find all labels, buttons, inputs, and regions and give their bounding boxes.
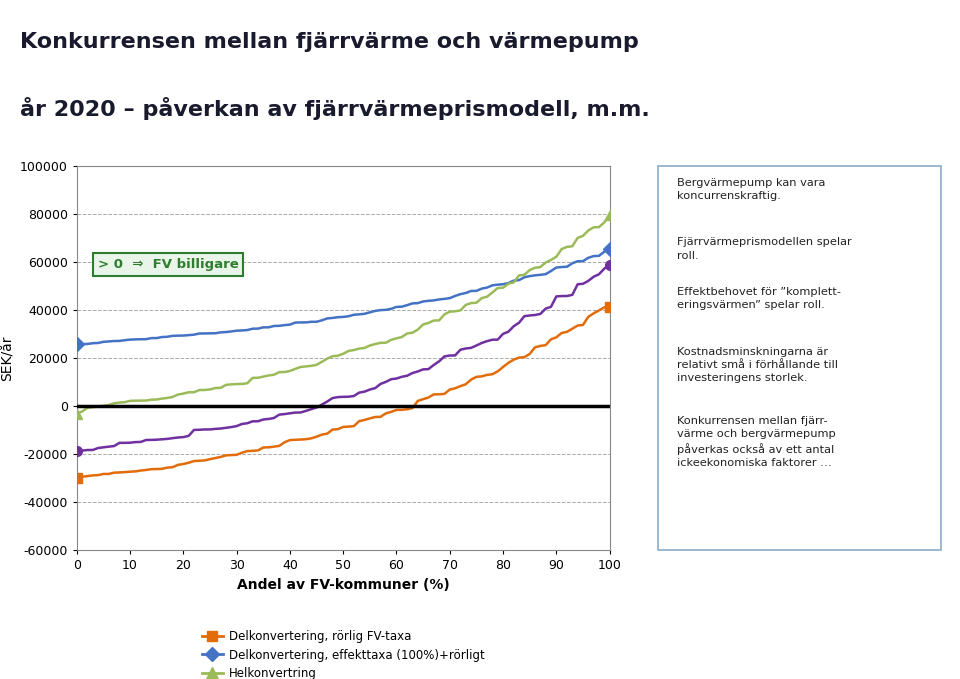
Text: Effektbehovet för ”komplett-
eringsvärmen” spelar roll.: Effektbehovet för ”komplett- eringsvärme…: [678, 287, 841, 310]
Text: Bergvärmepump kan vara
koncurrenskraftig.: Bergvärmepump kan vara koncurrenskraftig…: [678, 178, 826, 201]
X-axis label: Andel av FV-kommuner (%): Andel av FV-kommuner (%): [237, 578, 449, 591]
Y-axis label: SEK/år: SEK/år: [0, 335, 14, 381]
Text: > 0  ⇒  FV billigare: > 0 ⇒ FV billigare: [98, 258, 239, 271]
Text: år 2020 – påverkan av fjärrvärmeprismodell, m.m.: år 2020 – påverkan av fjärrvärmeprismode…: [19, 97, 649, 120]
Text: Konkurrensen mellan fjärr-
värme och bergvärmepump
påverkas också av ett antal
i: Konkurrensen mellan fjärr- värme och ber…: [678, 416, 836, 468]
Text: Konkurrensen mellan fjärrvärme och värmepump: Konkurrensen mellan fjärrvärme och värme…: [19, 32, 638, 52]
Legend: Delkonvertering, rörlig FV-taxa, Delkonvertering, effekttaxa (100%)+rörligt, Hel: Delkonvertering, rörlig FV-taxa, Delkonv…: [197, 625, 490, 679]
Text: Kostnadsminskningarna är
relativt små i förhållande till
investeringens storlek.: Kostnadsminskningarna är relativt små i …: [678, 347, 838, 383]
Text: Fjärrvärmeprismodellen spelar
roll.: Fjärrvärmeprismodellen spelar roll.: [678, 238, 852, 261]
